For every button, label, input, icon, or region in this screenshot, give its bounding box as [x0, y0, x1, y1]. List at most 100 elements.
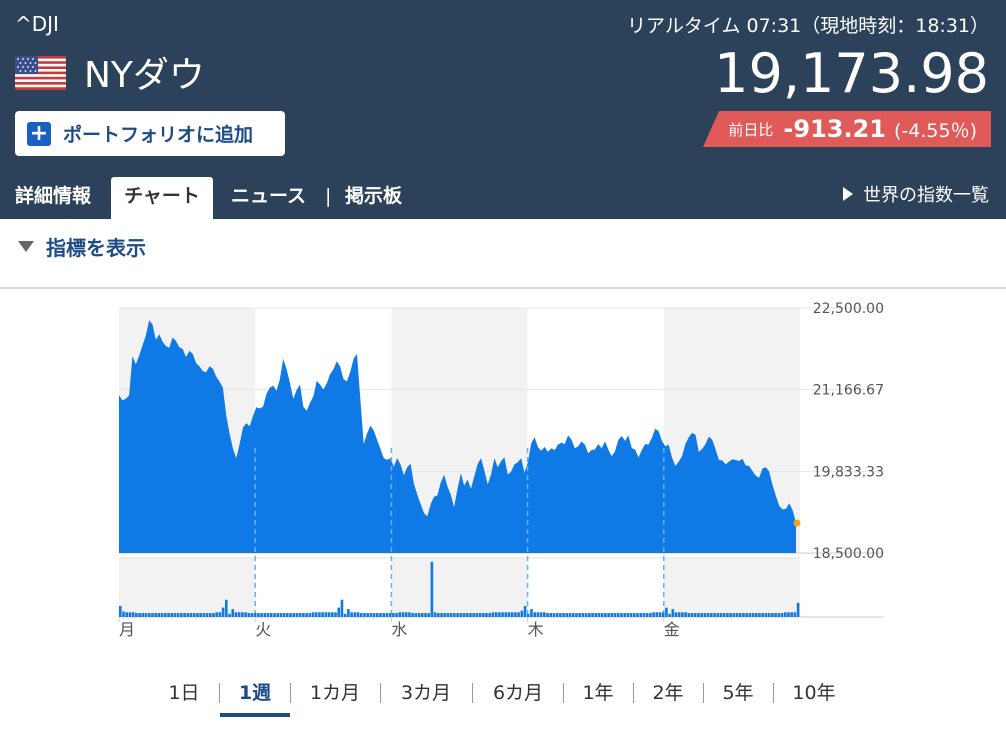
volume-bar — [453, 613, 456, 617]
volume-bar — [446, 613, 450, 617]
volume-bar — [604, 613, 607, 617]
volume-bar — [340, 599, 344, 617]
volume-bar — [266, 613, 270, 617]
volume-bar — [276, 613, 280, 617]
volume-bar — [263, 613, 267, 617]
volume-bar — [620, 613, 623, 617]
price-chart[interactable]: YAHOO! FINANCE22,500.0021,166.6719,833.3… — [0, 290, 1006, 670]
volume-bar — [600, 613, 604, 617]
volume-bar — [616, 613, 620, 617]
volume-bar — [610, 613, 614, 617]
volume-bar — [292, 613, 296, 617]
add-to-portfolio-button[interactable]: + ポートフォリオに追加 — [15, 111, 285, 156]
volume-bar — [517, 612, 520, 617]
show-indicators-toggle[interactable]: 指標を表示 — [18, 233, 146, 260]
volume-bar — [472, 613, 475, 617]
world-indices-link[interactable]: 世界の指数一覧 — [843, 177, 989, 215]
volume-bar — [388, 613, 392, 617]
volume-bar — [652, 612, 655, 617]
volume-bar — [738, 613, 742, 617]
volume-bar — [443, 613, 447, 617]
volume-bar — [735, 613, 739, 617]
volume-bar — [729, 613, 732, 617]
volume-bar — [693, 613, 697, 617]
volume-bar — [395, 613, 398, 617]
volume-bar — [510, 612, 514, 617]
range-1m[interactable]: 1カ月 — [309, 682, 361, 704]
volume-bar — [767, 613, 771, 617]
range-10y[interactable]: 10年 — [792, 682, 836, 704]
range-1w[interactable]: 1週 — [238, 682, 272, 704]
tab-chart[interactable]: チャート — [111, 177, 213, 219]
volume-bar — [552, 613, 556, 617]
tab-details[interactable]: 詳細情報 — [15, 185, 92, 207]
volume-bar — [578, 613, 581, 617]
volume-bar — [481, 613, 485, 617]
volume-bar — [257, 613, 260, 617]
change-label: 前日比 — [728, 120, 774, 139]
volume-bar — [520, 610, 524, 617]
volume-bar — [408, 612, 411, 617]
range-2y[interactable]: 2年 — [652, 682, 684, 704]
volume-bar — [273, 613, 276, 617]
volume-bar — [655, 612, 659, 617]
section-divider — [0, 287, 1006, 289]
volume-bar — [591, 613, 594, 617]
volume-bar — [305, 613, 308, 617]
volume-bar — [260, 613, 263, 617]
tab-board[interactable]: 掲示板 — [345, 185, 403, 207]
y-tick-label: 18,500.00 — [813, 546, 884, 562]
volume-bar — [764, 613, 768, 617]
volume-bar — [507, 612, 511, 617]
volume-bar — [748, 613, 752, 617]
volume-bar — [151, 613, 154, 617]
day-band — [391, 558, 528, 617]
volume-bar — [138, 613, 141, 617]
volume-bar — [751, 613, 755, 617]
y-tick-label: 22,500.00 — [813, 301, 884, 317]
volume-bar — [141, 613, 145, 617]
volume-bar — [202, 613, 206, 617]
volume-bar — [536, 612, 540, 617]
volume-bar — [716, 613, 720, 617]
volume-bar — [231, 609, 235, 617]
price-area-series — [119, 320, 796, 553]
last-price-marker — [793, 519, 801, 527]
range-5y[interactable]: 5年 — [722, 682, 754, 704]
volume-bar — [144, 613, 148, 617]
volume-bar — [343, 613, 347, 617]
volume-bar — [530, 609, 533, 617]
volume-bar — [469, 613, 472, 617]
volume-bar — [539, 612, 543, 617]
volume-bar — [456, 613, 459, 617]
volume-bar — [668, 613, 671, 617]
us-flag-icon — [15, 56, 66, 90]
caret-down-icon — [18, 240, 34, 252]
volume-bar — [587, 613, 591, 617]
volume-bar — [661, 612, 665, 617]
volume-bar — [433, 612, 437, 617]
tab-news[interactable]: ニュース — [231, 185, 307, 207]
volume-bar — [180, 613, 183, 617]
range-6m[interactable]: 6カ月 — [492, 682, 544, 704]
range-1y[interactable]: 1年 — [582, 682, 614, 704]
volume-bar — [783, 612, 787, 617]
range-1d[interactable]: 1日 — [168, 682, 200, 704]
volume-bar — [247, 613, 251, 617]
y-tick-label: 19,833.33 — [813, 464, 884, 480]
volume-bar — [488, 613, 492, 617]
volume-bar — [324, 612, 328, 617]
volume-bar — [632, 613, 636, 617]
volume-bar — [241, 612, 244, 617]
volume-bar — [157, 613, 161, 617]
volume-bar — [780, 613, 784, 617]
volume-bar — [379, 613, 382, 617]
volume-bar — [722, 613, 726, 617]
volume-bar — [703, 613, 707, 617]
volume-bar — [726, 613, 729, 617]
volume-bar — [286, 613, 289, 617]
range-3m[interactable]: 3カ月 — [400, 682, 452, 704]
volume-bar — [742, 613, 745, 617]
range-separator — [563, 683, 564, 703]
tab-separator: | — [325, 185, 332, 207]
